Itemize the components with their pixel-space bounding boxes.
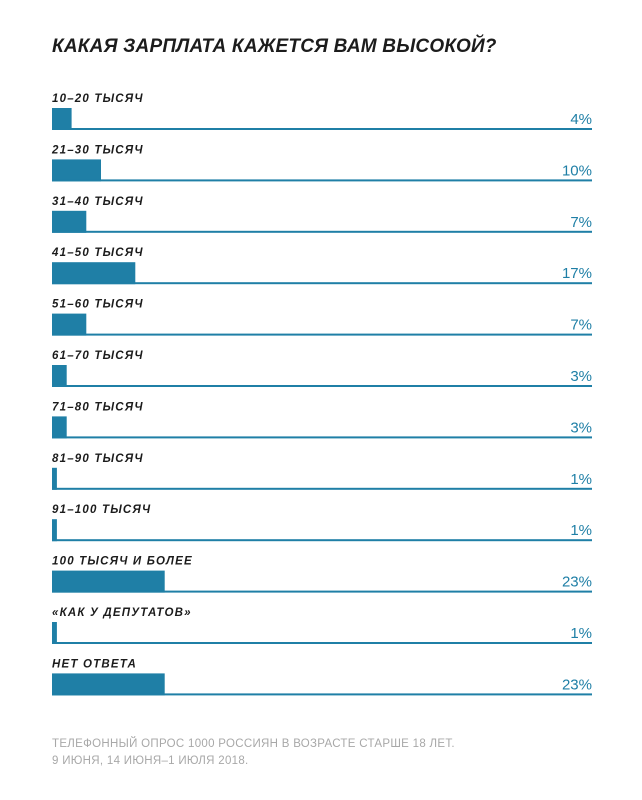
bar: [52, 467, 57, 490]
category-label: «КАК У ДЕПУТАТОВ»: [52, 607, 192, 619]
bar-baseline: [52, 385, 592, 387]
bar: [52, 108, 72, 130]
bar-row: 61–70 ТЫСЯЧ 3%: [52, 350, 592, 387]
bar-row: 31–40 ТЫСЯЧ 7%: [52, 196, 592, 233]
category-label: 21–30 ТЫСЯЧ: [51, 144, 144, 156]
value-label: 1%: [570, 625, 592, 642]
bar: [52, 210, 87, 233]
category-label: 61–70 ТЫСЯЧ: [52, 350, 144, 362]
bar-baseline: [52, 693, 592, 696]
category-label: 10–20 ТЫСЯЧ: [52, 93, 144, 105]
bar: [52, 262, 136, 285]
bar-row: 21–30 ТЫСЯЧ 10%: [51, 144, 592, 182]
bar-chart: 10–20 ТЫСЯЧ 4% 21–30 ТЫСЯЧ 10% 31–40 ТЫСЯЧ 7%…: [51, 93, 592, 696]
bar: [52, 365, 67, 387]
bar: [52, 519, 57, 542]
value-label: 10%: [562, 162, 592, 179]
category-label: 81–90 ТЫСЯЧ: [52, 453, 144, 465]
bar-row: НЕТ ОТВЕТА 23%: [52, 658, 592, 696]
bar: [52, 159, 101, 182]
footnote-line-2: 9 ИЮНЯ, 14 ИЮНЯ–1 ИЮЛЯ 2018.: [52, 755, 249, 767]
bar-row: 71–80 ТЫСЯЧ 3%: [52, 401, 592, 439]
category-label: 31–40 ТЫСЯЧ: [52, 196, 144, 208]
value-label: 23%: [562, 676, 592, 693]
bar-row: 91–100 ТЫСЯЧ 1%: [52, 504, 592, 542]
value-label: 3%: [570, 419, 592, 436]
value-label: 3%: [570, 368, 592, 385]
bar-row: 100 ТЫСЯЧ И БОЛЕЕ 23%: [52, 556, 592, 593]
category-label: НЕТ ОТВЕТА: [52, 658, 137, 670]
category-label: 100 ТЫСЯЧ И БОЛЕЕ: [52, 556, 193, 568]
bar-row: «КАК У ДЕПУТАТОВ» 1%: [52, 607, 592, 644]
bar: [52, 416, 67, 439]
category-label: 51–60 ТЫСЯЧ: [52, 299, 144, 311]
bar-baseline: [52, 179, 592, 182]
bar-baseline: [52, 436, 592, 439]
value-label: 17%: [562, 265, 592, 282]
footnote-line-1: ТЕЛЕФОННЫЙ ОПРОС 1000 РОССИЯН В ВОЗРАСТЕ…: [52, 738, 455, 750]
bar-baseline: [52, 128, 592, 130]
bar-baseline: [52, 590, 592, 593]
bar-baseline: [52, 282, 592, 285]
bar-baseline: [52, 487, 592, 490]
bar: [52, 313, 87, 336]
value-label: 7%: [570, 317, 592, 334]
value-label: 1%: [570, 522, 592, 539]
footnote: ТЕЛЕФОННЫЙ ОПРОС 1000 РОССИЯН В ВОЗРАСТЕ…: [52, 736, 572, 770]
value-label: 23%: [562, 574, 592, 591]
bar-row: 41–50 ТЫСЯЧ 17%: [51, 247, 592, 285]
chart-title: КАКАЯ ЗАРПЛАТА КАЖЕТСЯ ВАМ ВЫСОКОЙ?: [52, 36, 497, 57]
bar-row: 81–90 ТЫСЯЧ 1%: [52, 453, 592, 490]
value-label: 4%: [570, 111, 592, 128]
bar: [52, 570, 165, 593]
bar-baseline: [52, 230, 592, 233]
bar-row: 10–20 ТЫСЯЧ 4%: [52, 93, 592, 130]
category-label: 71–80 ТЫСЯЧ: [52, 401, 144, 413]
value-label: 7%: [570, 214, 592, 231]
bar-row: 51–60 ТЫСЯЧ 7%: [52, 299, 592, 336]
bar-baseline: [52, 333, 592, 336]
bar-baseline: [52, 539, 592, 542]
value-label: 1%: [570, 471, 592, 488]
bar: [52, 622, 57, 644]
category-label: 91–100 ТЫСЯЧ: [52, 504, 151, 516]
bar-baseline: [52, 642, 592, 644]
bar: [52, 673, 165, 696]
category-label: 41–50 ТЫСЯЧ: [51, 247, 144, 259]
